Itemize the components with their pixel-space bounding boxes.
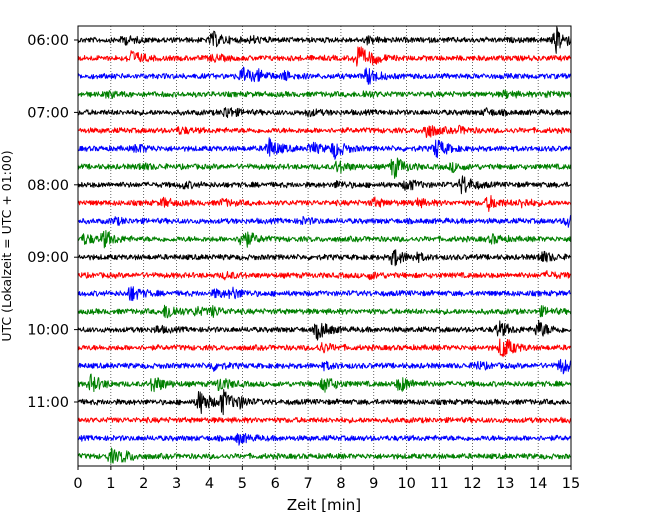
trace-line [77, 358, 572, 375]
x-tick-label: 10 [397, 476, 415, 492]
x-tick-label: 1 [106, 476, 115, 492]
trace-line [77, 89, 572, 99]
trace-line [77, 319, 572, 341]
trace-line [77, 304, 572, 319]
trace-line [77, 249, 572, 267]
trace-line [77, 175, 572, 195]
trace-line [77, 157, 572, 179]
trace-line [77, 215, 572, 228]
trace-line [77, 26, 572, 54]
x-tick-label: 2 [139, 476, 148, 492]
trace-line [77, 447, 572, 464]
x-axis-label: Zeit [min] [287, 496, 361, 514]
trace-line [77, 107, 572, 119]
x-tick-label: 8 [336, 476, 345, 492]
y-tick-label: 06:00 [27, 33, 69, 49]
minute-grid [110, 26, 539, 466]
x-tick-label: 14 [529, 476, 547, 492]
x-tick-label: 5 [238, 476, 247, 492]
plot-frame [77, 25, 572, 467]
y-tick-label: 07:00 [27, 105, 69, 121]
x-tick-label: 3 [172, 476, 181, 492]
x-tick-label: 13 [496, 476, 514, 492]
y-tick-label: 09:00 [27, 250, 69, 266]
x-tick-label: 9 [369, 476, 378, 492]
x-axis-ticks: 0 1 2 3 4 5 6 7 8 9 10 11 12 13 14 15 [73, 466, 580, 492]
y-tick-label: 10:00 [27, 323, 69, 339]
x-tick-label: 11 [430, 476, 448, 492]
trace-line [77, 389, 572, 416]
trace-line [77, 432, 572, 446]
trace-line [77, 46, 572, 67]
y-axis-label: UTC (Lokalzeit = UTC + 01:00) [0, 150, 14, 341]
plot-background [78, 26, 571, 466]
x-tick-label: 0 [73, 476, 82, 492]
seismic-traces [77, 26, 572, 464]
trace-line [77, 338, 572, 358]
trace-line [77, 124, 572, 138]
trace-line [77, 230, 572, 249]
trace-line [77, 195, 572, 212]
trace-line [77, 373, 572, 393]
x-tick-label: 4 [205, 476, 214, 492]
trace-line [77, 137, 572, 160]
trace-line [77, 66, 572, 85]
x-tick-label: 15 [562, 476, 580, 492]
x-tick-label: 7 [303, 476, 312, 492]
trace-line [77, 416, 572, 424]
trace-line [77, 286, 572, 302]
trace-line [77, 270, 572, 281]
y-tick-label: 11:00 [27, 395, 69, 411]
x-tick-label: 12 [463, 476, 481, 492]
y-tick-label: 08:00 [27, 178, 69, 194]
x-tick-label: 6 [271, 476, 280, 492]
y-axis-ticks: 06:00 07:00 08:00 09:00 10:00 11:00 [27, 33, 78, 411]
